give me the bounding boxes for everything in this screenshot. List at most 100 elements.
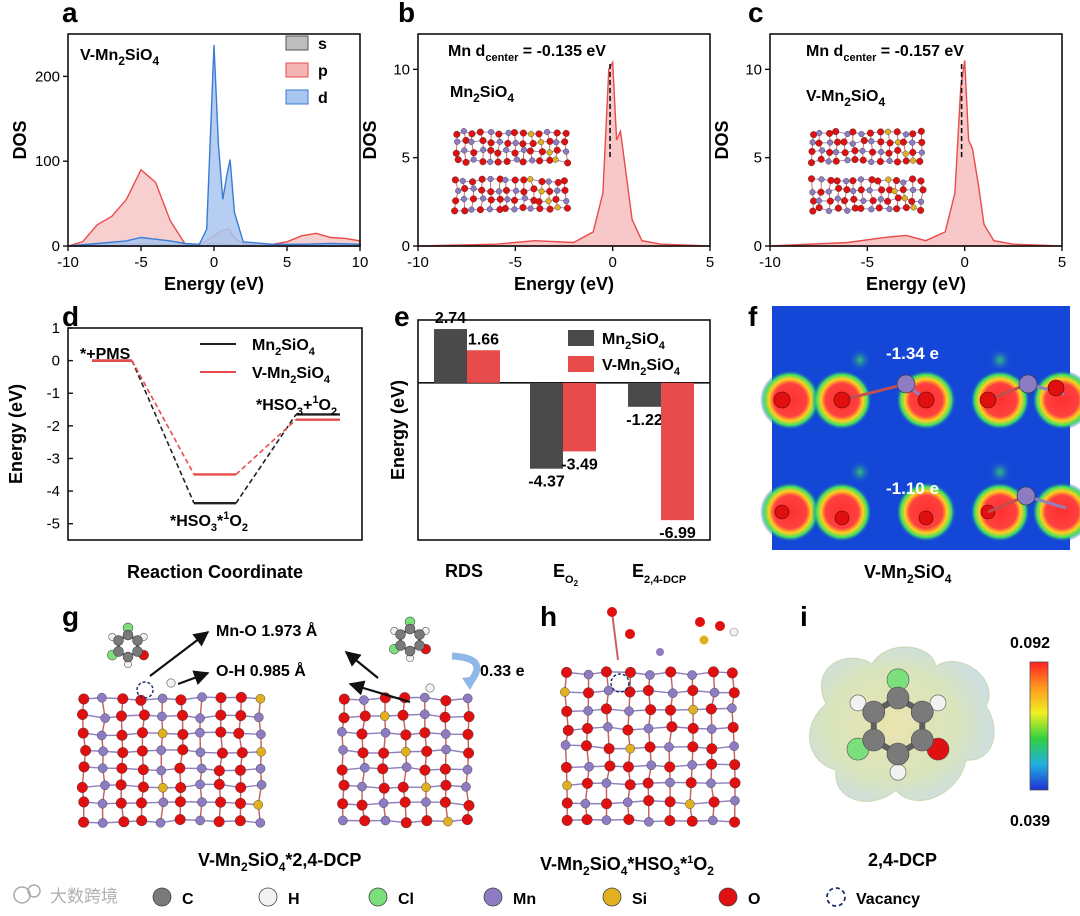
y-tick-label: 200 (35, 68, 60, 85)
o-atom (827, 176, 835, 184)
watermark: 大数跨境 (13, 884, 118, 907)
panel-d: d 1 0 -1 -2 -3 -4 -5 Reaction Coordinate Energy … (6, 301, 363, 582)
o-atom (622, 761, 634, 773)
panel-g-slab-right (336, 692, 475, 829)
c-atom-legend-icon (152, 887, 172, 907)
x-tick-label: -10 (57, 254, 79, 271)
mn-atom (480, 195, 487, 202)
mn-atom (100, 780, 110, 791)
o-atom (624, 666, 636, 678)
o-atom (726, 667, 738, 679)
o-atom (462, 728, 474, 740)
o-atom (496, 195, 504, 203)
si-atom (545, 198, 552, 205)
mn-atom (461, 782, 471, 792)
o-atom (419, 727, 431, 739)
bond (611, 611, 619, 661)
o-atom (561, 186, 569, 194)
panel-b-dcenter: Mn dcenter = -0.135 eV (448, 43, 606, 64)
o-atom (356, 728, 368, 740)
o-atom (868, 176, 876, 184)
panel-b: b -10 -5 0 5 0 5 10 Energy (eV) DOS Mn dcenter =… (360, 0, 714, 294)
o-atom (919, 186, 927, 194)
arrow-o-h (177, 670, 210, 686)
o-atom (554, 178, 562, 186)
mn-atom (460, 128, 467, 135)
o-atom (138, 709, 150, 721)
atom-legend-label-o: O (748, 891, 760, 908)
mn-atom (527, 205, 534, 212)
panel-i-caption: 2,4-DCP (868, 850, 937, 870)
mn-atom (850, 187, 857, 195)
o-atom (917, 127, 925, 135)
charge-density-atoms (760, 348, 1080, 542)
o-atom (487, 139, 495, 147)
y-tick-label: 100 (35, 153, 60, 170)
mn-atom (896, 374, 916, 394)
si-atom (554, 204, 561, 211)
o-atom (235, 691, 247, 703)
x-axis-title: Reaction Coordinate (127, 562, 303, 582)
x-tick-label: -5 (134, 254, 147, 271)
si-atom (546, 149, 553, 156)
o-atom (729, 759, 741, 771)
panel-label-c: c (748, 0, 764, 28)
o-atom (175, 782, 187, 794)
o-atom (875, 204, 883, 212)
o-atom (665, 666, 677, 678)
o-atom (826, 148, 834, 156)
atom-legend: C H Cl Mn Si O Vacancy (152, 887, 920, 908)
mn-atom (195, 779, 205, 790)
o-atom (400, 729, 412, 741)
o-atom (607, 607, 617, 617)
o-atom (357, 747, 369, 759)
si-atom (401, 746, 411, 757)
panel-f: f -1.34 e -1.10 e V-Mn2SiO4 (748, 301, 1080, 586)
si-atom (685, 799, 695, 809)
o-atom (899, 138, 907, 146)
c-atom (395, 629, 406, 640)
panel-e-plot: Energy (eV) 2.74 -4.37 -1.22 1.66 -3.49 -6.99 (388, 310, 711, 542)
o-atom (664, 815, 676, 827)
mn-atom (505, 129, 512, 136)
o-atom (902, 204, 910, 212)
o-atom (687, 741, 699, 753)
bar-mn2sio4-1 (530, 382, 563, 469)
o-atom (886, 139, 894, 147)
panel-label-b: b (398, 0, 415, 28)
o-atom (809, 207, 817, 215)
y-tick-label: -1 (47, 385, 60, 402)
si-atom (625, 743, 636, 754)
o-atom (857, 204, 865, 212)
o-atom (535, 130, 543, 138)
o-atom (439, 796, 451, 808)
o-atom (877, 138, 885, 146)
mn-atom (96, 730, 107, 741)
mn-atom (521, 195, 528, 202)
o-atom (462, 158, 470, 166)
o-atom (478, 175, 486, 183)
o-atom (115, 797, 127, 809)
mn-atom (357, 781, 367, 792)
o-atom (917, 177, 925, 185)
legend-swatch-s (285, 35, 309, 51)
mn-atom (866, 187, 873, 194)
mn-atom (816, 129, 823, 137)
mn-atom (254, 712, 264, 723)
panel-f-caption: V-Mn2SiO4 (864, 562, 952, 586)
o-atom (519, 158, 527, 166)
bar-v-mn2sio4-1 (563, 382, 596, 452)
si-atom (884, 128, 892, 135)
o-atom (463, 747, 475, 759)
panel-i-dcp-molecule (846, 668, 950, 781)
mn-atom (195, 815, 205, 826)
x-tick-label: 0 (210, 254, 218, 271)
o-atom (807, 159, 815, 167)
panel-c-plot: -10 -5 0 5 0 5 10 Energy (eV) DOS (712, 33, 1066, 294)
legend-swatch-v-mn2sio4 (568, 356, 594, 372)
y-axis-title: Energy (eV) (6, 384, 26, 484)
si-atom (158, 782, 168, 793)
o-atom (841, 149, 849, 157)
